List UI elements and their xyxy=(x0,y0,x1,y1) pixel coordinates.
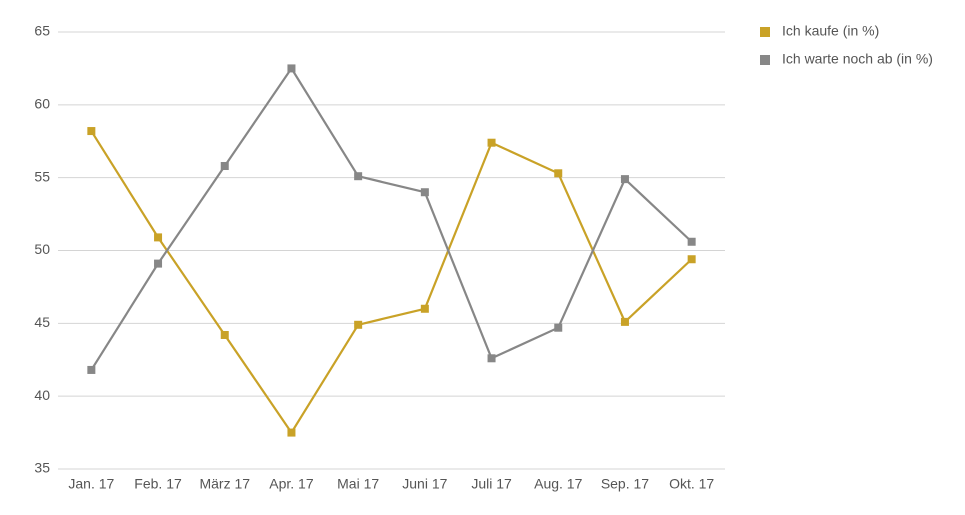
x-tick-label: Sep. 17 xyxy=(601,476,649,492)
point-marker xyxy=(154,233,163,242)
legend-label: Ich kaufe (in %) xyxy=(782,23,879,39)
point-marker xyxy=(554,169,563,178)
point-marker xyxy=(354,320,363,329)
legend-swatch xyxy=(760,55,770,65)
point-marker xyxy=(420,188,429,197)
point-marker xyxy=(287,428,296,437)
y-tick-label: 50 xyxy=(34,241,50,257)
point-marker xyxy=(87,365,96,374)
x-tick-label: Apr. 17 xyxy=(269,476,314,492)
point-marker xyxy=(354,172,363,181)
point-marker xyxy=(620,175,629,184)
series-line xyxy=(90,66,693,371)
x-tick-label: Mai 17 xyxy=(337,476,379,492)
point-marker xyxy=(220,162,229,171)
point-marker xyxy=(420,304,429,313)
point-marker xyxy=(220,330,229,339)
x-tick-label: Okt. 17 xyxy=(669,476,714,492)
y-tick-label: 60 xyxy=(34,96,50,112)
x-tick-label: Juli 17 xyxy=(471,476,512,492)
x-tick-label: Feb. 17 xyxy=(134,476,182,492)
legend-label: Ich warte noch ab (in %) xyxy=(782,51,933,67)
x-tick-label: März 17 xyxy=(199,476,250,492)
series-line xyxy=(90,130,693,435)
y-tick-label: 40 xyxy=(34,387,50,403)
point-marker xyxy=(687,255,696,264)
y-tick-label: 35 xyxy=(34,460,50,476)
point-marker xyxy=(487,354,496,363)
legend-swatch xyxy=(760,27,770,37)
point-marker xyxy=(87,127,96,136)
y-tick-label: 55 xyxy=(34,168,50,184)
point-marker xyxy=(487,138,496,147)
x-tick-label: Aug. 17 xyxy=(534,476,582,492)
point-marker xyxy=(154,259,163,268)
point-marker xyxy=(554,323,563,332)
point-marker xyxy=(620,317,629,326)
x-tick-label: Juni 17 xyxy=(402,476,447,492)
point-marker xyxy=(287,64,296,73)
point-marker xyxy=(687,237,696,246)
x-tick-label: Jan. 17 xyxy=(68,476,114,492)
y-tick-label: 45 xyxy=(34,314,50,330)
y-tick-label: 65 xyxy=(34,23,50,39)
